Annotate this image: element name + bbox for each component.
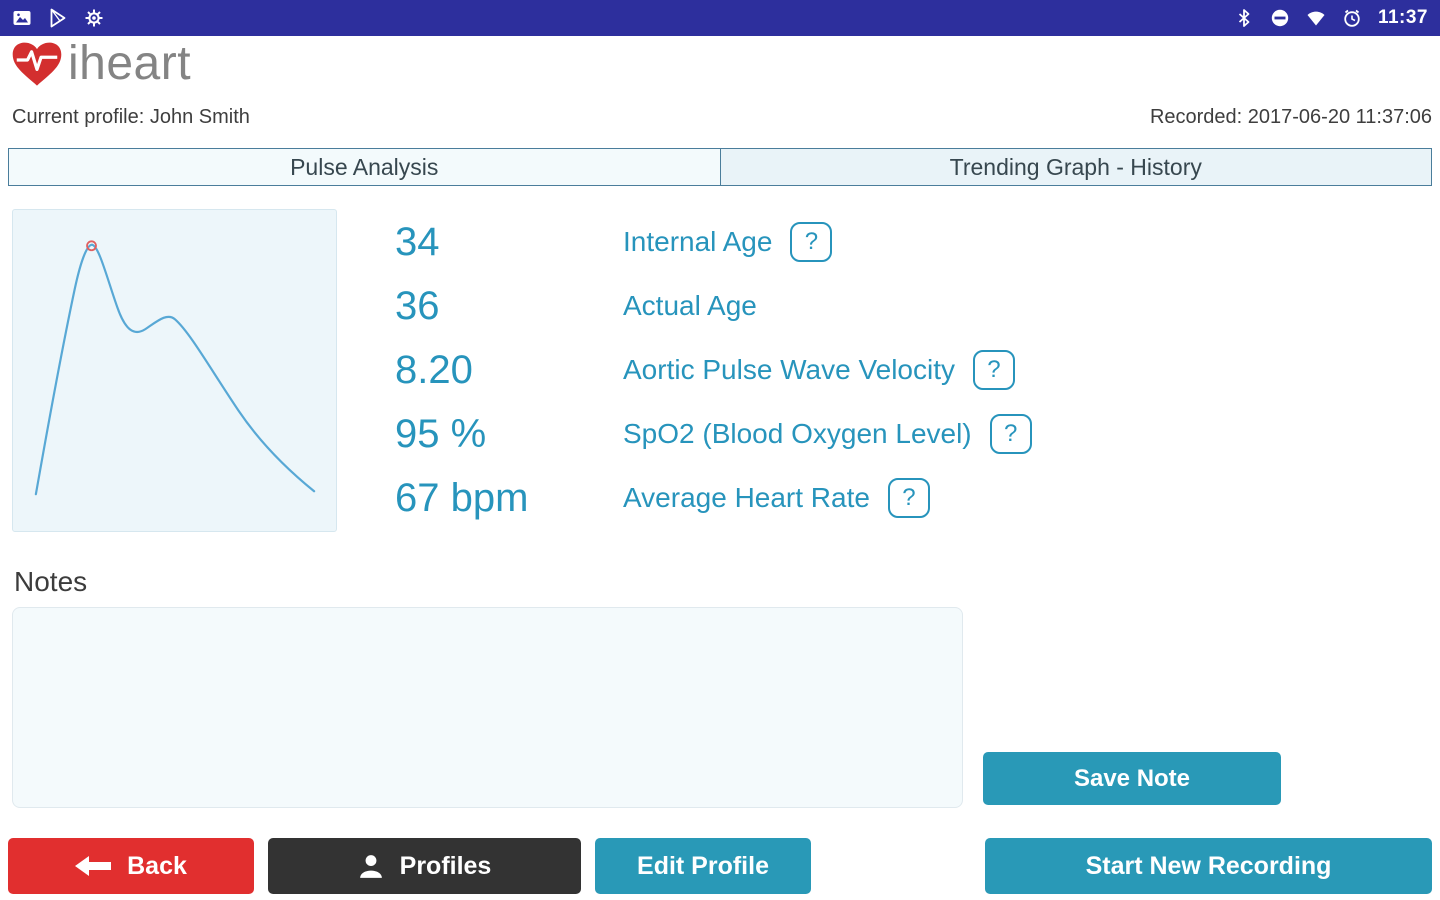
back-arrow-icon xyxy=(75,856,112,876)
alarm-clock-icon xyxy=(1344,9,1360,27)
status-bar: 11:37 xyxy=(0,0,1440,36)
tab-trending-graph-history[interactable]: Trending Graph - History xyxy=(720,148,1432,186)
current-profile-label: Current profile: John Smith xyxy=(12,106,250,128)
settings-gear-icon xyxy=(85,9,103,27)
heart-rate-label: Average Heart Rate xyxy=(623,482,870,513)
internal-age-label: Internal Age xyxy=(623,226,773,257)
bluetooth-icon xyxy=(1238,9,1250,27)
profiles-button[interactable]: Profiles xyxy=(268,838,581,894)
app-logo: iheart xyxy=(10,38,191,90)
aortic-pwv-value: 8.20 xyxy=(395,347,473,392)
status-bar-left xyxy=(12,8,104,28)
metric-row-internal-age: 34 Internal Age ? xyxy=(395,210,1175,274)
profiles-button-label: Profiles xyxy=(399,851,492,880)
spo2-label: SpO2 (Blood Oxygen Level) xyxy=(623,418,972,449)
pulse-waveform-chart xyxy=(12,209,337,532)
person-icon xyxy=(359,855,382,878)
save-note-button[interactable]: Save Note xyxy=(983,752,1281,805)
pulse-line xyxy=(34,243,316,496)
pulse-waveform-svg xyxy=(34,240,316,496)
metric-row-heart-rate: 67 bpm Average Heart Rate ? xyxy=(395,466,1175,530)
back-button[interactable]: Back xyxy=(8,838,254,894)
status-bar-time: 11:37 xyxy=(1377,7,1428,28)
wifi-icon xyxy=(1307,11,1325,26)
gallery-icon xyxy=(13,11,31,25)
pulse-peak-marker xyxy=(86,240,97,252)
status-bar-right: 11:37 xyxy=(1234,7,1428,29)
internal-age-value: 34 xyxy=(395,219,440,264)
tab-bar: Pulse Analysis Trending Graph - History xyxy=(8,148,1432,186)
do-not-disturb-icon xyxy=(1271,9,1289,27)
app-logo-text: iheart xyxy=(68,37,192,90)
aortic-pwv-help-button[interactable]: ? xyxy=(972,350,1015,390)
edit-profile-button[interactable]: Edit Profile xyxy=(595,838,811,894)
metric-row-aortic-pwv: 8.20 Aortic Pulse Wave Velocity ? xyxy=(395,338,1175,402)
heart-rate-value: 67 bpm xyxy=(395,475,529,520)
actual-age-value: 36 xyxy=(395,283,440,328)
heart-logo-icon xyxy=(12,42,62,86)
notes-textarea[interactable] xyxy=(12,607,963,808)
metrics-panel: 34 Internal Age ? 36 Actual Age 8.20 Aor… xyxy=(395,210,1175,530)
back-button-label: Back xyxy=(127,851,187,880)
tab-pulse-analysis[interactable]: Pulse Analysis xyxy=(8,148,721,186)
metric-row-spo2: 95 % SpO2 (Blood Oxygen Level) ? xyxy=(395,402,1175,466)
start-new-recording-button[interactable]: Start New Recording xyxy=(985,838,1432,894)
spo2-value: 95 % xyxy=(395,411,487,456)
metric-row-actual-age: 36 Actual Age xyxy=(395,274,1175,338)
actual-age-label: Actual Age xyxy=(623,290,757,321)
notes-label: Notes xyxy=(14,566,88,597)
heart-rate-help-button[interactable]: ? xyxy=(887,478,930,518)
play-store-icon xyxy=(50,8,66,28)
recorded-timestamp: Recorded: 2017-06-20 11:37:06 xyxy=(1149,106,1432,128)
aortic-pwv-label: Aortic Pulse Wave Velocity xyxy=(623,354,955,385)
internal-age-help-button[interactable]: ? xyxy=(790,222,833,262)
spo2-help-button[interactable]: ? xyxy=(989,414,1032,454)
